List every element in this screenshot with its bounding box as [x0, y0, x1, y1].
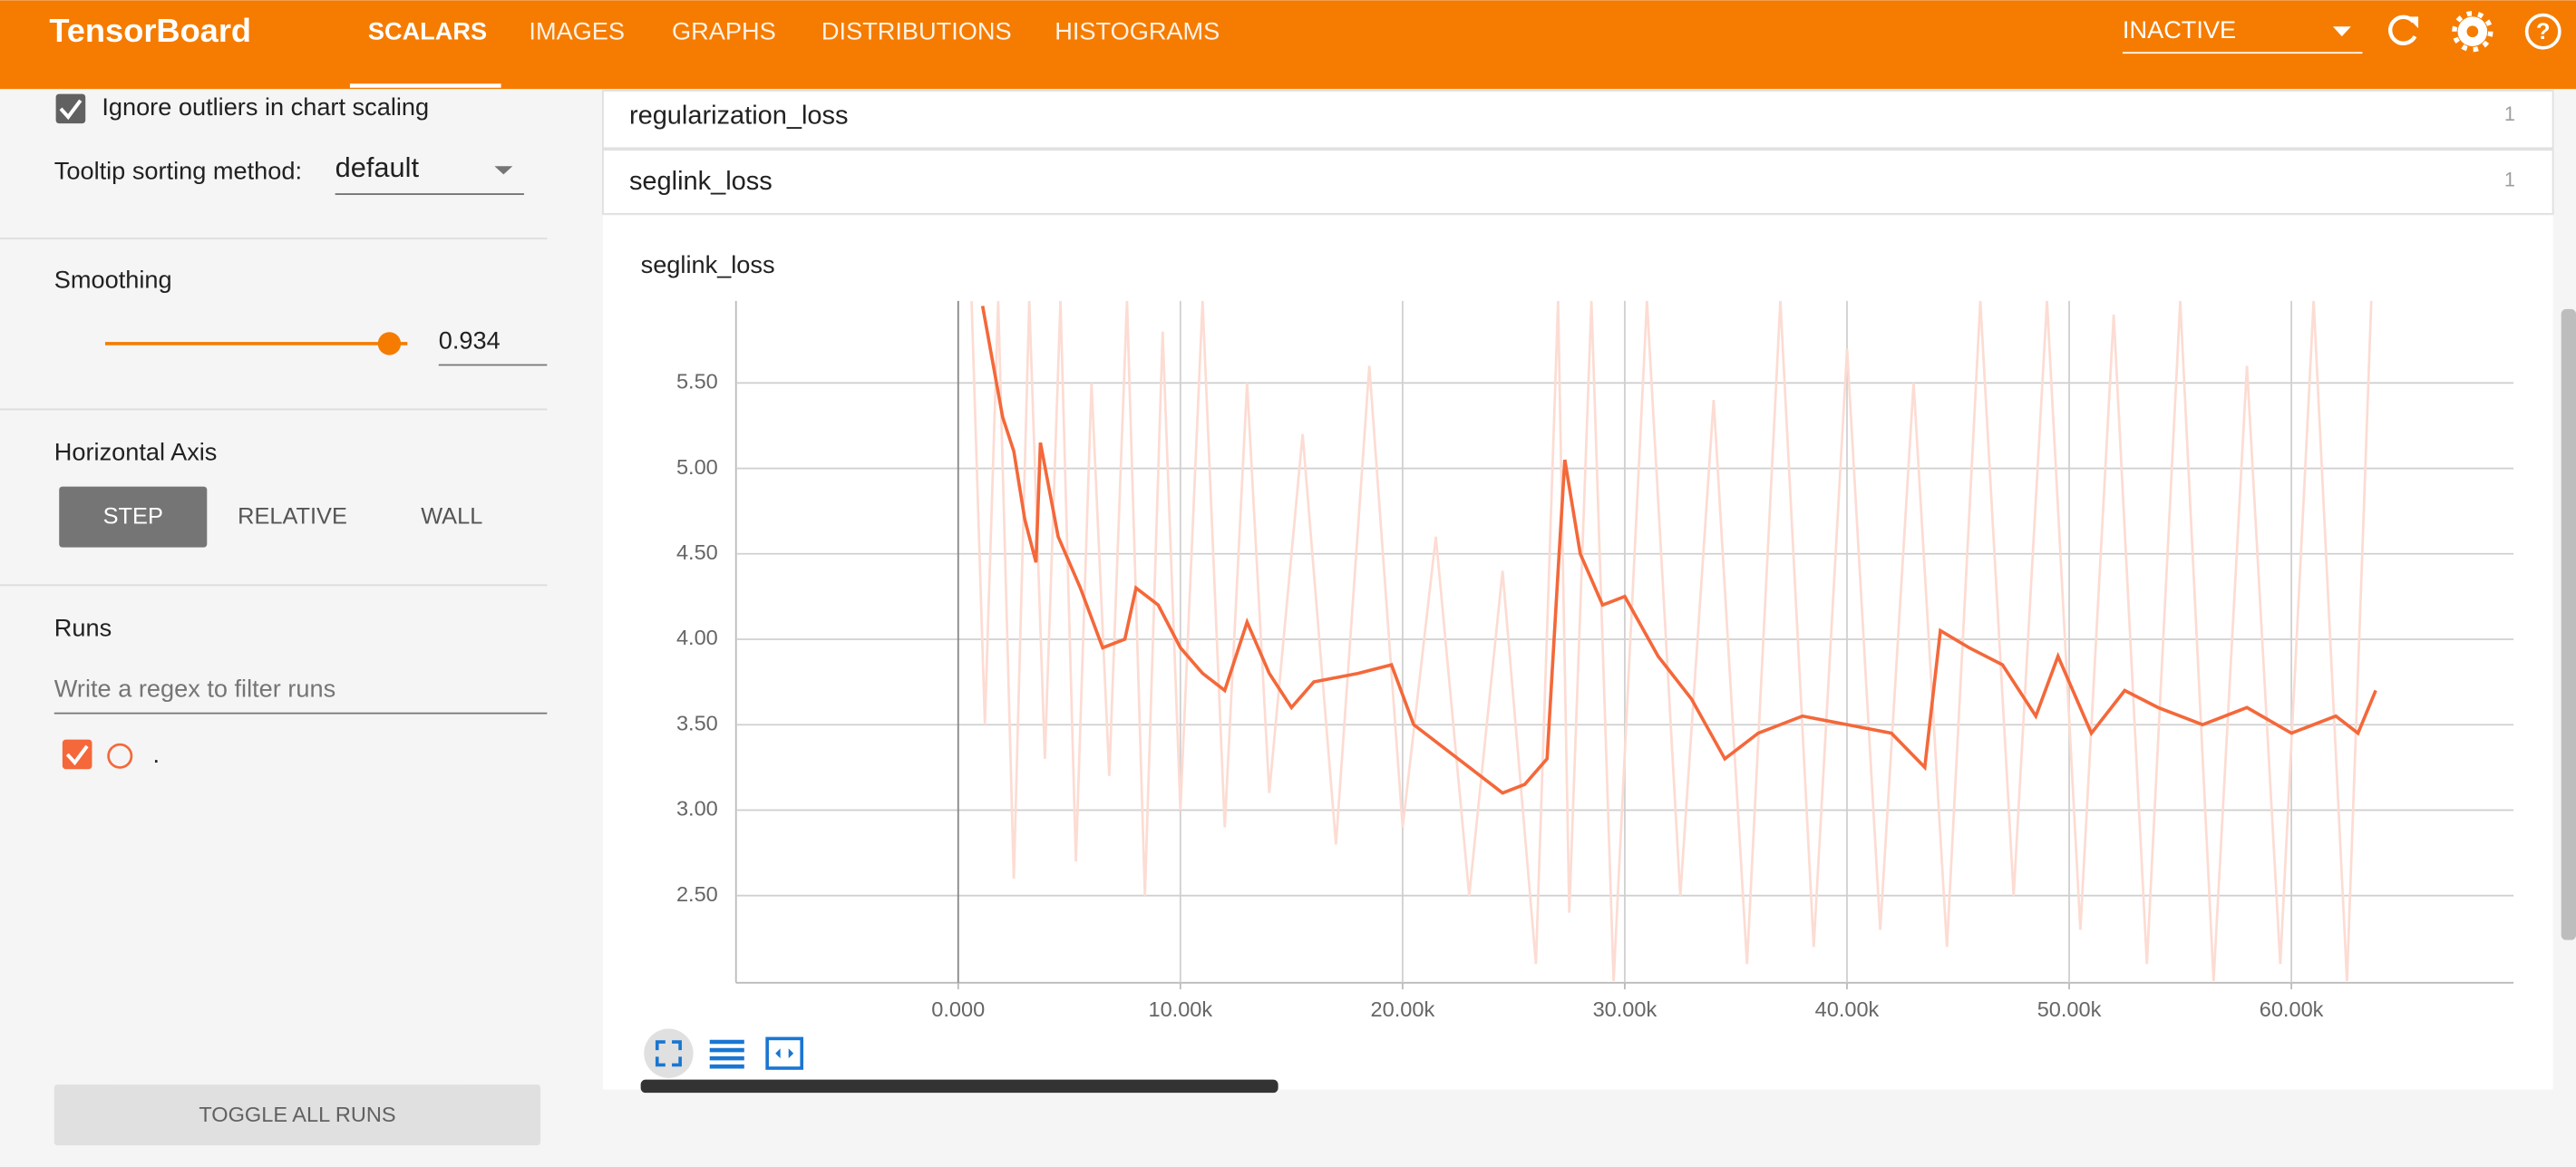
header-bar	[0, 0, 2576, 90]
x-tick-label: 40.00k	[1815, 997, 1880, 1021]
panel-count: 1	[2504, 102, 2515, 125]
run-checkbox[interactable]	[62, 739, 92, 770]
axis-option[interactable]: WALL	[421, 504, 482, 530]
settings-button[interactable]	[2452, 11, 2493, 53]
tooltip-select[interactable]: default	[335, 151, 420, 183]
x-tick-label: 20.00k	[1371, 997, 1435, 1021]
toolbar-bg	[644, 1028, 694, 1078]
help-button[interactable]: ?	[2524, 13, 2561, 50]
checkmark	[65, 744, 89, 766]
axis-option[interactable]: STEP	[103, 504, 163, 530]
svg-text:?: ?	[2536, 19, 2550, 44]
toggle-button[interactable]	[53, 1084, 541, 1146]
app-title: TensorBoard	[49, 12, 251, 49]
x-tick-label: 10.00k	[1148, 997, 1212, 1021]
refresh-button[interactable]	[2388, 15, 2419, 45]
fullscreen-button[interactable]	[655, 1040, 682, 1067]
panel-count: 1	[2504, 168, 2515, 190]
y-tick-label: 5.00	[676, 455, 718, 479]
x-tick-label: 0.000	[931, 997, 985, 1021]
axis-button-active[interactable]	[59, 486, 208, 548]
fit-button[interactable]	[765, 1036, 804, 1070]
runs-filter[interactable]: Write a regex to filter runs	[54, 674, 335, 702]
chart-title: seglink_loss	[641, 250, 775, 278]
panel-name[interactable]: regularization_loss	[629, 102, 849, 131]
y-tick-label: 5.50	[676, 370, 718, 394]
nav-tab[interactable]: SCALARS	[368, 17, 487, 45]
option-label: Tooltip sorting method:	[54, 157, 302, 185]
log-scale-button[interactable]	[709, 1039, 744, 1069]
status-select[interactable]: INACTIVE	[2123, 15, 2236, 44]
panel-header[interactable]	[602, 149, 2554, 215]
y-tick-label: 3.50	[676, 711, 718, 734]
nav-tab[interactable]: HISTOGRAMS	[1055, 17, 1220, 45]
x-tick-label: 30.00k	[1593, 997, 1657, 1021]
y-tick-label: 3.00	[676, 797, 718, 821]
run-name: .	[153, 740, 160, 768]
x-tick-label: 60.00k	[2260, 997, 2324, 1021]
nav-tab[interactable]: DISTRIBUTIONS	[821, 17, 1012, 45]
checkmark	[59, 99, 83, 121]
series-line	[980, 306, 2377, 795]
dropdown-arrow	[2332, 26, 2351, 37]
y-tick-label: 4.50	[676, 540, 718, 564]
section-label: Runs	[54, 613, 112, 641]
scrollbar[interactable]	[2561, 308, 2576, 940]
smoothing-input[interactable]: 0.934	[439, 326, 501, 354]
y-tick-label: 4.00	[676, 626, 718, 649]
run-color[interactable]	[107, 743, 133, 769]
panel-header[interactable]	[602, 90, 2554, 150]
slider-knob[interactable]	[377, 332, 402, 355]
axis-option[interactable]: RELATIVE	[238, 504, 347, 530]
option-label: Ignore outliers in chart scaling	[102, 92, 429, 121]
panel-name[interactable]: seglink_loss	[629, 167, 773, 196]
tooltip-strip	[640, 1079, 1278, 1094]
nav-tab[interactable]: GRAPHS	[672, 17, 776, 45]
nav-tab[interactable]: IMAGES	[529, 17, 625, 45]
dropdown-arrow	[494, 166, 513, 175]
section-label: Horizontal Axis	[54, 438, 218, 466]
x-tick-label: 50.00k	[2037, 997, 2102, 1021]
checkbox[interactable]	[55, 93, 86, 124]
toggle-button-label[interactable]: TOGGLE ALL RUNS	[199, 1103, 395, 1126]
y-tick-label: 2.50	[676, 882, 718, 906]
section-label: Smoothing	[54, 265, 172, 293]
